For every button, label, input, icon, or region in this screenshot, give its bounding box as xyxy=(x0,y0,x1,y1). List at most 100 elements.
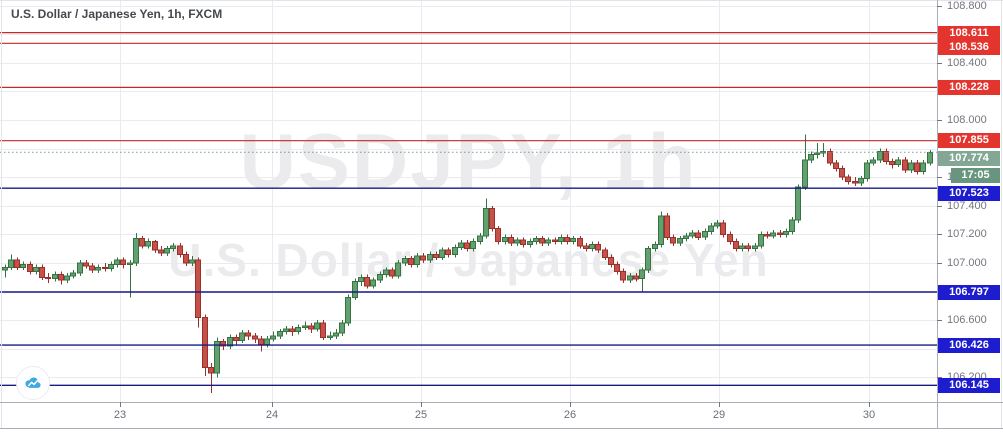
candle-body-up xyxy=(277,331,283,337)
candle-body-down xyxy=(158,249,164,254)
candle-body-up xyxy=(327,335,333,338)
candle-body-up xyxy=(377,273,383,281)
candle-body-up xyxy=(920,162,926,172)
candle-body-down xyxy=(152,241,158,251)
candle-body-down xyxy=(602,249,608,258)
candle-body-up xyxy=(858,178,864,184)
candle-body-down xyxy=(83,262,89,267)
candle-body-down xyxy=(58,273,64,281)
candle-body-up xyxy=(658,215,664,245)
candle-body-down xyxy=(14,259,20,268)
candle-body-down xyxy=(495,228,501,243)
candle-body-up xyxy=(270,335,276,340)
candle-body-up xyxy=(52,273,58,280)
candle-body-up xyxy=(758,233,764,247)
candle-body-down xyxy=(489,208,495,230)
candle-body-down xyxy=(289,328,295,333)
candle-body-up xyxy=(383,269,389,275)
candle-body-down xyxy=(670,236,676,244)
candle-body-up xyxy=(870,159,876,164)
candle-body-up xyxy=(770,232,776,237)
candle-body-up xyxy=(370,279,376,287)
candle-body-down xyxy=(195,259,201,318)
candle-body-up xyxy=(164,248,170,254)
candle-body-down xyxy=(45,276,51,280)
candle-body-down xyxy=(852,181,858,184)
candle-body-down xyxy=(183,253,189,264)
candle-body-up xyxy=(33,266,39,273)
candle-body-up xyxy=(127,262,133,265)
candle-body-down xyxy=(89,265,95,271)
candle-body-down xyxy=(883,150,889,162)
candle-body-up xyxy=(895,159,901,165)
candle-body-down xyxy=(120,259,126,265)
candle-body-down xyxy=(177,245,183,255)
candle-body-up xyxy=(514,239,520,244)
candle-body-down xyxy=(664,215,670,238)
candle-body-down xyxy=(583,245,589,250)
candle-body-up xyxy=(783,231,789,235)
candle-body-up xyxy=(639,269,645,280)
candle-body-up xyxy=(502,236,508,243)
candle-body-down xyxy=(508,236,514,244)
candle-body-up xyxy=(677,238,683,244)
candle-body-up xyxy=(864,162,870,180)
candle-body-up xyxy=(689,232,695,237)
candle-body-down xyxy=(833,162,839,170)
candle-body-down xyxy=(520,239,526,245)
candle-body-up xyxy=(345,296,351,324)
candle-body-down xyxy=(39,266,45,278)
candle-body-down xyxy=(827,150,833,164)
candle-body-down xyxy=(539,238,545,244)
candle-body-up xyxy=(752,245,758,250)
candle-body-up xyxy=(558,236,564,243)
candle-body-down xyxy=(202,316,208,368)
candle-body-up xyxy=(452,246,458,256)
candle-body-down xyxy=(464,242,470,250)
candle-body-down xyxy=(258,338,264,345)
candle-body-up xyxy=(652,243,658,250)
candle-body-down xyxy=(408,258,414,265)
candle-body-up xyxy=(877,150,883,161)
candle-body-up xyxy=(239,332,245,341)
candle-body-down xyxy=(764,233,770,237)
candle-body-up xyxy=(2,266,8,271)
candle-body-up xyxy=(264,338,270,345)
candle-body-up xyxy=(908,162,914,171)
candle-body-up xyxy=(189,259,195,264)
candle-body-up xyxy=(395,262,401,277)
candle-body-down xyxy=(614,263,620,273)
candle-body-down xyxy=(620,271,626,281)
candle-body-up xyxy=(470,241,476,250)
candle-body-down xyxy=(889,161,895,165)
candle-body-up xyxy=(789,219,795,233)
candle-body-down xyxy=(320,322,326,338)
candle-body-down xyxy=(552,239,558,243)
candle-body-up xyxy=(20,263,26,268)
candle-body-up xyxy=(439,249,445,258)
candle-body-up xyxy=(589,243,595,250)
candle-body-down xyxy=(420,255,426,261)
candle-body-up xyxy=(545,239,551,244)
candle-body-up xyxy=(808,153,814,161)
candle-body-up xyxy=(414,255,420,265)
candle-body-up xyxy=(402,258,408,264)
candle-body-up xyxy=(739,245,745,250)
candle-body-down xyxy=(102,266,108,270)
candle-body-down xyxy=(445,249,451,255)
candle-body-up xyxy=(458,242,464,248)
candle-body-up xyxy=(814,152,820,155)
candle-body-up xyxy=(8,259,14,268)
symbol-title[interactable]: U.S. Dollar / Japanese Yen, 1h, FXCM xyxy=(11,7,223,21)
candle-body-up xyxy=(683,235,689,240)
candle-body-up xyxy=(70,272,76,277)
candle-body-down xyxy=(595,243,601,251)
tradingview-logo-icon[interactable] xyxy=(16,366,50,400)
candle-body-up xyxy=(533,238,539,243)
candle-body-up xyxy=(702,231,708,238)
candle-body-up xyxy=(645,248,651,271)
candle-body-down xyxy=(839,168,845,178)
candle-body-down xyxy=(727,233,733,243)
candle-body-up xyxy=(627,275,633,281)
